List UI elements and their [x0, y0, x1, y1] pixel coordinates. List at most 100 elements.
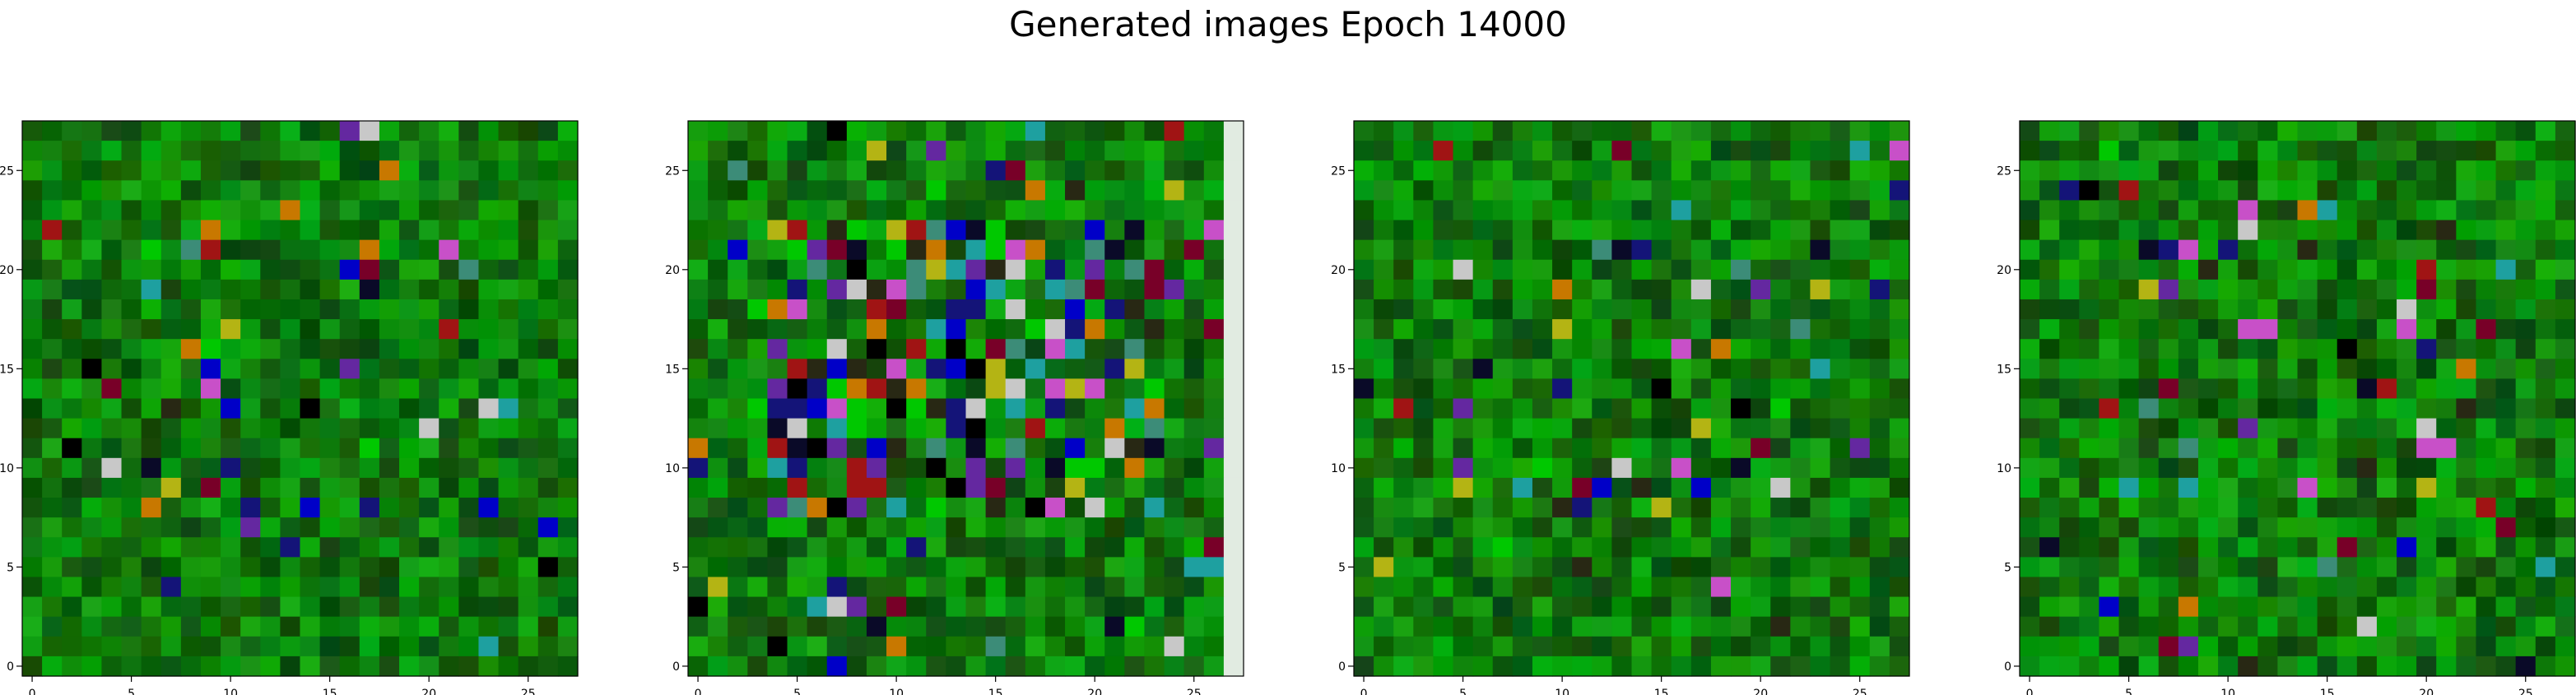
heatmap-cell — [2515, 180, 2536, 202]
heatmap-cell — [1790, 239, 1811, 261]
heatmap-cell — [1731, 477, 1751, 498]
heatmap-cell — [1164, 656, 1185, 677]
heatmap-cell — [1144, 220, 1165, 241]
heatmap-cell — [180, 160, 202, 181]
heatmap-cell — [359, 180, 380, 202]
heatmap-cell — [1889, 498, 1910, 518]
heatmap-cell — [1044, 517, 1066, 538]
heatmap-cell — [1631, 517, 1653, 538]
heatmap-cell — [767, 200, 788, 221]
heatmap-cell — [826, 577, 848, 598]
heatmap-cell — [1104, 596, 1125, 618]
heatmap-cell — [767, 438, 788, 459]
heatmap-cell — [2495, 398, 2517, 419]
heatmap-cell — [2337, 398, 2358, 419]
heatmap-cell — [747, 498, 769, 518]
heatmap-cell — [2178, 398, 2199, 419]
heatmap-cell — [1889, 299, 1910, 320]
heatmap-cell — [2039, 239, 2060, 261]
heatmap-cell — [2178, 378, 2199, 400]
heatmap-cell — [2138, 517, 2160, 538]
heatmap-cell — [866, 200, 887, 221]
heatmap-cell — [200, 339, 221, 359]
heatmap-cell — [1889, 319, 1910, 340]
heatmap-cell — [419, 259, 439, 280]
heatmap-cell — [886, 616, 907, 637]
heatmap-cell — [221, 616, 241, 637]
heatmap-cell — [1223, 418, 1244, 439]
heatmap-cell — [1690, 200, 1712, 221]
heatmap-cell — [1592, 279, 1612, 300]
heatmap-cell — [458, 517, 480, 538]
heatmap-cell — [81, 656, 103, 677]
heatmap-cell — [1124, 398, 1146, 419]
heatmap-cell — [2397, 220, 2417, 241]
heatmap-cell — [2257, 616, 2278, 637]
heatmap-cell — [557, 438, 579, 459]
heatmap-cell — [1849, 438, 1871, 459]
heatmap-cell — [1889, 616, 1910, 637]
heatmap-cell — [787, 577, 808, 598]
heatmap-cell — [62, 180, 82, 202]
heatmap-cell — [2277, 517, 2299, 538]
heatmap-cell — [2535, 577, 2556, 598]
heatmap-cell — [1849, 616, 1871, 637]
heatmap-cell — [498, 557, 519, 578]
heatmap-cell — [1393, 537, 1414, 558]
heatmap-cell — [2515, 418, 2536, 439]
heatmap-cell — [708, 636, 728, 657]
heatmap-cell — [1492, 636, 1514, 657]
heatmap-cell — [81, 616, 103, 637]
heatmap-cell — [2138, 259, 2160, 280]
heatmap-cell — [1223, 398, 1244, 419]
heatmap-cell — [2277, 259, 2299, 280]
heatmap-cell — [1005, 636, 1026, 657]
heatmap-cell — [2376, 359, 2397, 379]
heatmap-cell — [2416, 656, 2437, 677]
heatmap-cell — [518, 636, 539, 657]
heatmap-cell — [439, 259, 459, 280]
heatmap-cell — [160, 557, 182, 578]
y-tick-label: 10 — [665, 462, 680, 475]
heatmap-cell — [2436, 220, 2457, 241]
heatmap-cell — [1472, 378, 1494, 400]
heatmap-cell — [200, 517, 221, 538]
heatmap-cell — [1830, 656, 1851, 677]
heatmap-cell — [1889, 418, 1910, 439]
axes-frame — [2019, 120, 2576, 677]
heatmap-cell — [2059, 517, 2080, 538]
heatmap-cell — [81, 557, 103, 578]
heatmap-cell — [22, 577, 43, 598]
x-tick-label: 15 — [988, 688, 1003, 695]
heatmap-cell — [1572, 517, 1593, 538]
heatmap-cell — [557, 141, 579, 161]
heatmap-cell — [1492, 418, 1514, 439]
heatmap-cell — [1413, 398, 1434, 419]
heatmap-cell — [1751, 378, 1771, 400]
heatmap-cell — [1830, 141, 1851, 161]
heatmap-cell — [2197, 498, 2219, 518]
heatmap-cell — [419, 596, 439, 618]
heatmap-cell — [1572, 259, 1593, 280]
heatmap-cell — [906, 359, 927, 379]
heatmap-cell — [1374, 160, 1394, 181]
heatmap-cell — [1472, 418, 1494, 439]
heatmap-cell — [319, 239, 341, 261]
heatmap-cell — [1453, 121, 1474, 141]
heatmap-cell — [1770, 477, 1791, 498]
heatmap-cell — [1492, 537, 1514, 558]
heatmap-cell — [2238, 299, 2258, 320]
heatmap-cell — [846, 636, 867, 657]
heatmap-cell — [2317, 577, 2338, 598]
heatmap-cell — [518, 418, 539, 439]
heatmap-cell — [1433, 200, 1454, 221]
heatmap-cell — [101, 398, 123, 419]
heatmap-cell — [2297, 557, 2318, 578]
heatmap-cell — [965, 239, 987, 261]
heatmap-cell — [1710, 577, 1732, 598]
heatmap-cell — [1025, 557, 1046, 578]
heatmap-cell — [141, 577, 162, 598]
heatmap-cell — [787, 636, 808, 657]
heatmap-cell — [1810, 319, 1831, 340]
heatmap-cell — [2376, 537, 2397, 558]
